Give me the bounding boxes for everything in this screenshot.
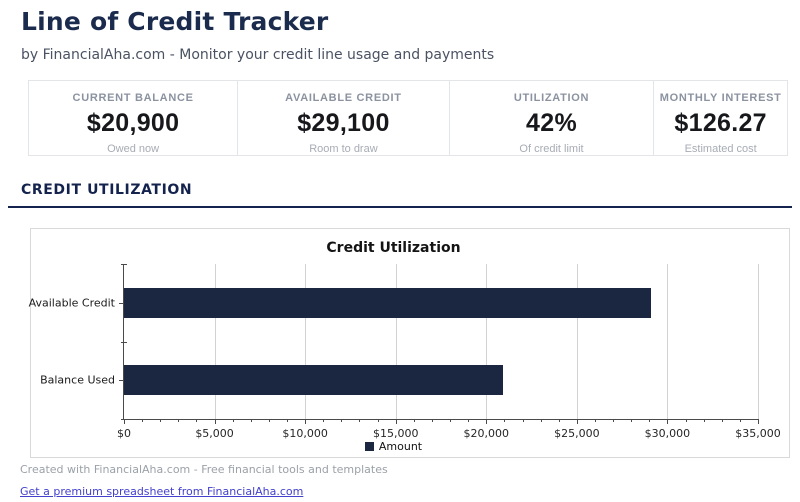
stat-label: AVAILABLE CREDIT: [285, 92, 402, 104]
stat-card-available-credit: AVAILABLE CREDIT $29,100 Room to draw: [238, 81, 450, 155]
x-axis-minor-tick: [377, 419, 379, 422]
premium-spreadsheet-link[interactable]: Get a premium spreadsheet from Financial…: [20, 485, 304, 498]
y-axis-tick: [119, 302, 124, 304]
gridline: [667, 264, 669, 419]
x-axis-tick-label: $10,000: [282, 427, 328, 440]
x-axis-minor-tick: [178, 419, 180, 422]
stat-value: $20,900: [86, 109, 180, 137]
page-title: Line of Credit Tracker: [21, 7, 329, 36]
x-axis-tick-label: $35,000: [735, 427, 781, 440]
x-axis-minor-tick: [594, 419, 596, 422]
category-label: Available Credit: [28, 296, 115, 310]
gridline: [486, 264, 488, 419]
x-axis-minor-tick: [359, 419, 361, 422]
x-axis-minor-tick: [250, 419, 252, 422]
section-header-credit-utilization: CREDIT UTILIZATION: [8, 182, 792, 208]
legend-label: Amount: [378, 440, 423, 453]
x-axis-minor-tick: [431, 419, 433, 422]
x-axis-major-tick: [576, 419, 578, 424]
x-axis-minor-tick: [685, 419, 687, 422]
section-title: CREDIT UTILIZATION: [21, 182, 193, 198]
stat-subtext: Owed now: [107, 143, 160, 155]
x-axis-major-tick: [124, 419, 125, 424]
category-label: Balance Used: [40, 373, 115, 387]
stat-card-utilization: UTILIZATION 42% Of credit limit: [450, 81, 655, 155]
x-axis-minor-tick: [468, 419, 470, 422]
x-axis-minor-tick: [160, 419, 162, 422]
x-axis-minor-tick: [739, 419, 741, 422]
x-axis-minor-tick: [142, 419, 144, 422]
x-axis-major-tick: [758, 419, 759, 424]
x-axis-minor-tick: [323, 419, 325, 422]
stat-label: MONTHLY INTEREST: [659, 92, 782, 104]
stat-subtext: Of credit limit: [519, 143, 584, 155]
x-axis-minor-tick: [450, 419, 452, 422]
chart-title: Credit Utilization: [326, 240, 461, 256]
stat-label: UTILIZATION: [513, 92, 590, 104]
x-axis-minor-tick: [268, 419, 270, 422]
x-axis-tick-label: $15,000: [372, 427, 419, 440]
x-axis-tick-label: $0: [117, 427, 131, 440]
x-axis-major-tick: [395, 419, 397, 424]
gridline: [395, 264, 397, 419]
chart-plot: $0 $5,000 $10,000 $15,000 $20,000 $25,000 $30,…: [29, 264, 781, 440]
stat-value: 42%: [526, 109, 577, 137]
stat-subtext: Estimated cost: [684, 143, 757, 155]
x-axis-minor-tick: [341, 419, 343, 422]
x-axis-minor-tick: [196, 419, 198, 422]
x-axis-minor-tick: [232, 419, 234, 422]
x-axis-tick-label: $20,000: [463, 427, 510, 440]
x-axis-major-tick: [667, 419, 669, 424]
chart-legend: Amount: [31, 440, 756, 453]
y-axis-edge-tick: [121, 341, 127, 343]
x-axis-tick-label: $30,000: [644, 427, 691, 440]
x-axis-minor-tick: [721, 419, 723, 422]
x-axis-tick-label: $5,000: [195, 427, 234, 440]
y-axis-tick: [119, 380, 124, 382]
stat-value: $29,100: [297, 109, 390, 137]
stats-row: CURRENT BALANCE $20,900 Owed now AVAILAB…: [28, 80, 788, 156]
y-axis-edge-tick: [121, 264, 127, 265]
x-axis-minor-tick: [287, 419, 289, 422]
stat-value: $126.27: [674, 109, 767, 137]
x-axis-minor-tick: [522, 419, 524, 422]
x-axis-major-tick: [486, 419, 488, 424]
gridline: [214, 264, 216, 419]
x-axis-minor-tick: [540, 419, 542, 422]
stat-subtext: Room to draw: [309, 143, 378, 155]
y-axis-edge-tick: [121, 419, 127, 420]
x-axis-minor-tick: [413, 419, 415, 422]
x-axis-major-tick: [305, 419, 307, 424]
stat-label: CURRENT BALANCE: [72, 92, 194, 104]
x-axis-minor-tick: [613, 419, 615, 422]
gridline: [758, 264, 759, 419]
gridline: [305, 264, 307, 419]
legend-swatch: [364, 442, 374, 451]
page-header: Line of Credit Tracker by FinancialAha.c…: [0, 0, 800, 63]
page-footer: Created with FinancialAha.com - Free fin…: [20, 463, 388, 499]
stat-card-current-balance: CURRENT BALANCE $20,900 Owed now: [29, 81, 239, 155]
x-axis-minor-tick: [631, 419, 633, 422]
x-axis-tick-label: $25,000: [554, 427, 600, 440]
x-axis-minor-tick: [558, 419, 560, 422]
x-axis-major-tick: [214, 419, 216, 424]
bar-available-credit: [124, 287, 652, 318]
x-axis-minor-tick: [703, 419, 705, 422]
stat-card-monthly-interest: MONTHLY INTEREST $126.27 Estimated cost: [654, 81, 787, 155]
footer-credit-text: Created with FinancialAha.com - Free fin…: [20, 463, 388, 476]
x-axis-minor-tick: [649, 419, 651, 422]
bar-balance-used: [124, 365, 503, 396]
gridline: [576, 264, 578, 419]
x-axis-minor-tick: [504, 419, 506, 422]
credit-utilization-chart-card: Credit Utilization $0 $5,000 $10,000 $15,00…: [29, 228, 790, 458]
page-subtitle: by FinancialAha.com - Monitor your credi…: [21, 47, 495, 63]
